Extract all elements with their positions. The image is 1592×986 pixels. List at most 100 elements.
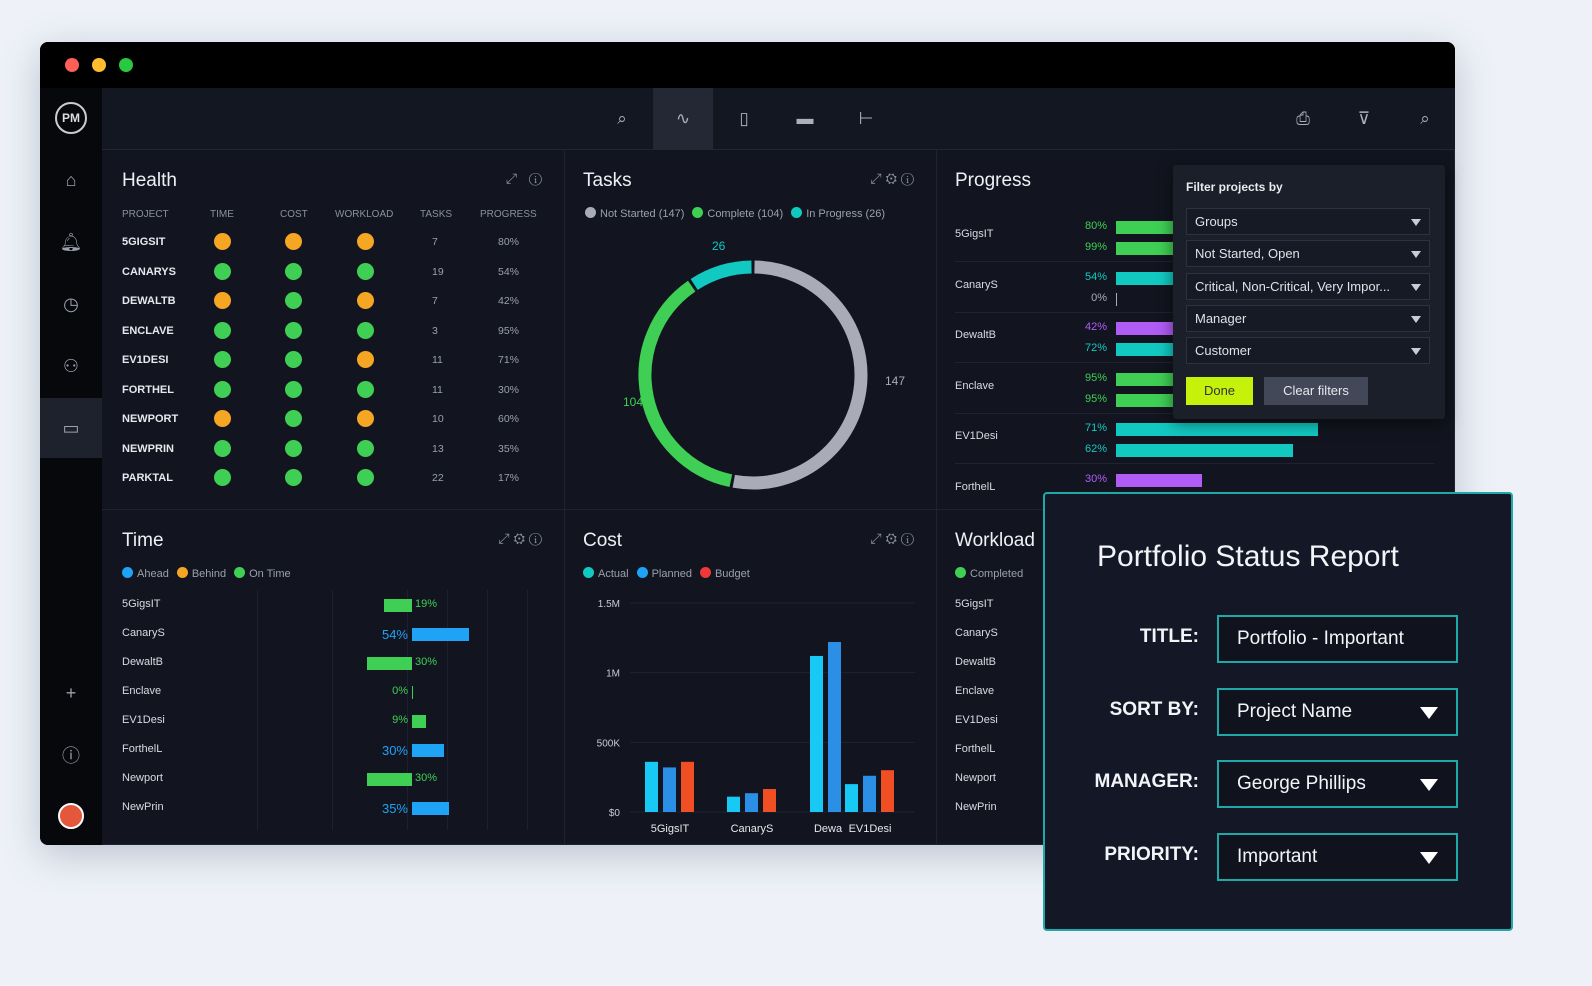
tasks-count: 7 xyxy=(432,236,438,248)
cost-bar[interactable] xyxy=(745,793,758,812)
panel-actions-icons[interactable]: ⤢⚙ⓘ xyxy=(498,530,546,546)
help-icon[interactable]: ⓘ xyxy=(62,746,80,766)
search-icon[interactable]: ⌕ xyxy=(1420,109,1430,128)
time-percent: 54% xyxy=(381,627,408,642)
project-name[interactable]: ENCLAVE xyxy=(122,324,174,337)
maximize-window-button[interactable] xyxy=(119,58,133,72)
project-name[interactable]: 5GIGSIT xyxy=(122,236,166,248)
progress-bar[interactable] xyxy=(1116,473,1202,487)
segment-label: 26 xyxy=(712,239,726,253)
workload-status-dot xyxy=(357,233,374,250)
segment-label: 104 xyxy=(623,395,643,409)
zoom-scan-icon[interactable]: ⌕ xyxy=(617,109,627,128)
project-name[interactable]: DEWALTB xyxy=(122,295,176,307)
cost-bar[interactable] xyxy=(663,767,676,812)
tasks-count: 19 xyxy=(432,265,444,278)
print-icon[interactable]: ⎙ xyxy=(1296,109,1310,128)
done-button[interactable]: Done xyxy=(1186,377,1253,405)
grid-line xyxy=(407,590,408,830)
minimize-window-button[interactable] xyxy=(92,58,106,72)
time-bar[interactable] xyxy=(412,744,444,757)
project-name: NewPrin xyxy=(955,801,997,813)
project-name[interactable]: CANARYS xyxy=(122,265,176,278)
close-window-button[interactable] xyxy=(65,58,79,72)
workload-status-dot xyxy=(357,262,374,280)
cost-bar[interactable] xyxy=(810,655,823,812)
time-bar[interactable] xyxy=(412,686,413,699)
cost-bar[interactable] xyxy=(681,761,694,812)
filter-select[interactable]: Groups xyxy=(1186,208,1430,235)
workload-status-dot xyxy=(357,410,374,427)
column-header[interactable]: PROGRESS xyxy=(480,209,537,220)
expand-help-icons[interactable]: ⤢ ⓘ xyxy=(505,170,546,186)
project-name[interactable]: EV1DESI xyxy=(122,354,169,366)
avatar[interactable] xyxy=(40,786,102,845)
project-name: NewPrin xyxy=(122,801,164,813)
progress-value: 35% xyxy=(498,442,520,455)
clock-icon[interactable]: ◷ xyxy=(63,293,79,314)
panel-actions-icons[interactable]: ⤢⚙ⓘ xyxy=(870,530,918,546)
logo[interactable]: PM xyxy=(40,88,102,148)
report-title-input[interactable]: Portfolio - Important xyxy=(1217,615,1458,663)
report-select[interactable]: George Phillips xyxy=(1217,760,1458,808)
panel-title: Progress xyxy=(955,170,1032,191)
report-select[interactable]: Project Name xyxy=(1217,687,1458,736)
time-bar[interactable] xyxy=(383,599,412,612)
workload-status-dot xyxy=(357,380,374,398)
cost-bar[interactable] xyxy=(863,775,876,812)
time-bar[interactable] xyxy=(367,657,412,670)
time-status-dot xyxy=(214,410,231,427)
donut-segment[interactable] xyxy=(638,280,733,488)
filter-select[interactable]: Customer xyxy=(1186,337,1430,365)
donut-segment[interactable] xyxy=(690,260,752,290)
column-header[interactable]: TIME xyxy=(210,209,234,220)
users-icon[interactable]: ⚇ xyxy=(62,355,80,376)
column-header[interactable]: TASKS xyxy=(420,209,453,220)
progress-bar[interactable] xyxy=(1116,292,1117,306)
project-name[interactable]: FORTHEL xyxy=(122,383,174,396)
project-name[interactable]: NEWPORT xyxy=(122,413,179,425)
tasks-count: 13 xyxy=(432,442,444,455)
filter-select[interactable]: Manager xyxy=(1186,304,1430,332)
clipboard-icon[interactable]: ▯ xyxy=(739,109,749,128)
progress-bar[interactable] xyxy=(1116,444,1293,457)
time-percent: 0% xyxy=(392,685,408,697)
bell-icon[interactable]: 🔔︎ xyxy=(59,231,83,252)
legend-swatch xyxy=(122,567,133,578)
time-percent: 30% xyxy=(415,656,438,668)
cost-bar[interactable] xyxy=(645,761,658,812)
project-name[interactable]: PARKTAL xyxy=(122,472,173,484)
time-bar[interactable] xyxy=(412,715,426,728)
cost-bar[interactable] xyxy=(881,770,894,812)
pulse-icon[interactable]: ∿ xyxy=(653,88,713,150)
cost-bar[interactable] xyxy=(763,789,776,812)
hierarchy-icon[interactable]: ⊢ xyxy=(858,109,874,128)
panel-actions-icons[interactable]: ⤢⚙ⓘ xyxy=(870,170,918,186)
project-name[interactable]: NEWPRIN xyxy=(122,442,174,455)
time-bar[interactable] xyxy=(412,628,469,641)
filter-select[interactable]: Critical, Non-Critical, Very Impor... xyxy=(1186,272,1430,300)
cost-bar[interactable] xyxy=(727,796,740,812)
report-select[interactable]: Important xyxy=(1217,832,1458,881)
time-bar[interactable] xyxy=(412,802,449,815)
column-header[interactable]: PROJECT xyxy=(122,209,169,220)
clear-filters-button[interactable]: Clear filters xyxy=(1264,377,1368,405)
cost-bar[interactable] xyxy=(845,784,858,812)
column-header[interactable]: COST xyxy=(280,209,308,220)
column-header[interactable]: WORKLOAD xyxy=(335,209,394,220)
progress-percent: 62% xyxy=(1084,443,1107,455)
legend-item: Not Started (147) xyxy=(585,207,684,220)
filter-select[interactable]: Not Started, Open xyxy=(1186,240,1430,268)
y-tick-label: 500K xyxy=(597,738,621,749)
bar-icon[interactable]: ▬ xyxy=(796,109,814,128)
time-bar[interactable] xyxy=(367,773,412,786)
briefcase-icon[interactable]: ▭ xyxy=(40,398,102,458)
project-name: Newport xyxy=(955,772,996,784)
progress-bar[interactable] xyxy=(1116,423,1319,436)
legend-swatch xyxy=(699,567,711,578)
home-icon[interactable]: ⌂ xyxy=(65,169,77,190)
cost-bar[interactable] xyxy=(828,642,841,812)
donut-segment[interactable] xyxy=(732,260,868,490)
plus-icon[interactable]: + xyxy=(65,682,77,703)
clear-filter-icon[interactable]: ⊽ xyxy=(1357,109,1371,128)
